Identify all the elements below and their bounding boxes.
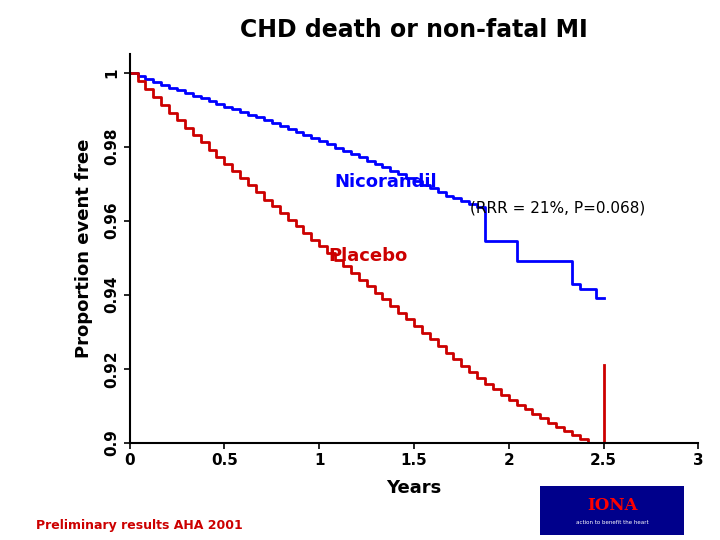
Text: action to benefit the heart: action to benefit the heart [576,520,648,525]
Y-axis label: Proportion event free: Proportion event free [75,139,93,358]
X-axis label: Years: Years [387,480,441,497]
Text: Nicorandil: Nicorandil [334,173,437,191]
Text: IONA: IONA [587,497,637,514]
Text: (RRR = 21%, P=0.068): (RRR = 21%, P=0.068) [470,200,645,215]
Title: CHD death or non-fatal MI: CHD death or non-fatal MI [240,18,588,42]
Text: Placebo: Placebo [328,247,408,265]
Text: Preliminary results AHA 2001: Preliminary results AHA 2001 [36,519,243,532]
